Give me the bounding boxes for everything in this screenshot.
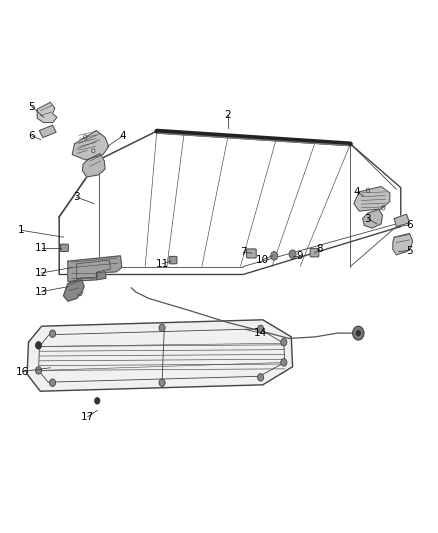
FancyBboxPatch shape bbox=[169, 256, 177, 264]
Text: 5: 5 bbox=[406, 246, 413, 255]
Text: 12: 12 bbox=[35, 268, 48, 278]
Text: 14: 14 bbox=[254, 328, 267, 338]
Polygon shape bbox=[27, 320, 293, 391]
Polygon shape bbox=[39, 125, 56, 138]
Text: 9: 9 bbox=[297, 251, 304, 261]
Text: 1: 1 bbox=[18, 225, 25, 235]
Polygon shape bbox=[96, 272, 106, 280]
Circle shape bbox=[271, 252, 278, 260]
Polygon shape bbox=[72, 131, 109, 160]
Circle shape bbox=[35, 342, 42, 349]
Text: 11: 11 bbox=[35, 244, 48, 253]
Circle shape bbox=[35, 342, 42, 349]
Text: 3: 3 bbox=[73, 192, 80, 202]
Text: 2: 2 bbox=[224, 110, 231, 119]
Circle shape bbox=[258, 374, 264, 381]
Circle shape bbox=[289, 250, 296, 259]
Text: 4: 4 bbox=[353, 187, 360, 197]
Text: 8: 8 bbox=[316, 245, 323, 254]
Polygon shape bbox=[363, 209, 382, 228]
Text: 4: 4 bbox=[119, 131, 126, 141]
Circle shape bbox=[94, 397, 100, 405]
Circle shape bbox=[281, 359, 287, 366]
Polygon shape bbox=[82, 154, 105, 177]
Text: 6: 6 bbox=[28, 131, 35, 141]
Polygon shape bbox=[393, 233, 413, 255]
Polygon shape bbox=[64, 278, 84, 301]
Text: 7: 7 bbox=[240, 247, 247, 257]
Text: 6: 6 bbox=[406, 220, 413, 230]
Circle shape bbox=[159, 379, 165, 386]
Circle shape bbox=[356, 330, 361, 336]
Circle shape bbox=[159, 324, 165, 332]
Circle shape bbox=[281, 338, 287, 346]
Polygon shape bbox=[394, 214, 410, 227]
FancyBboxPatch shape bbox=[60, 244, 68, 252]
Circle shape bbox=[49, 330, 56, 337]
Text: 10: 10 bbox=[256, 255, 269, 264]
FancyBboxPatch shape bbox=[247, 249, 256, 258]
Circle shape bbox=[35, 367, 42, 374]
Circle shape bbox=[258, 325, 264, 333]
FancyBboxPatch shape bbox=[310, 248, 319, 257]
Text: 11: 11 bbox=[155, 259, 169, 269]
Circle shape bbox=[49, 379, 56, 386]
Text: 13: 13 bbox=[35, 287, 48, 296]
Text: 5: 5 bbox=[28, 102, 35, 111]
Text: 16: 16 bbox=[16, 367, 29, 376]
Polygon shape bbox=[354, 187, 390, 211]
Circle shape bbox=[353, 326, 364, 340]
Polygon shape bbox=[37, 102, 57, 123]
Text: 17: 17 bbox=[81, 412, 94, 422]
Polygon shape bbox=[68, 256, 122, 281]
Text: 3: 3 bbox=[364, 214, 371, 223]
